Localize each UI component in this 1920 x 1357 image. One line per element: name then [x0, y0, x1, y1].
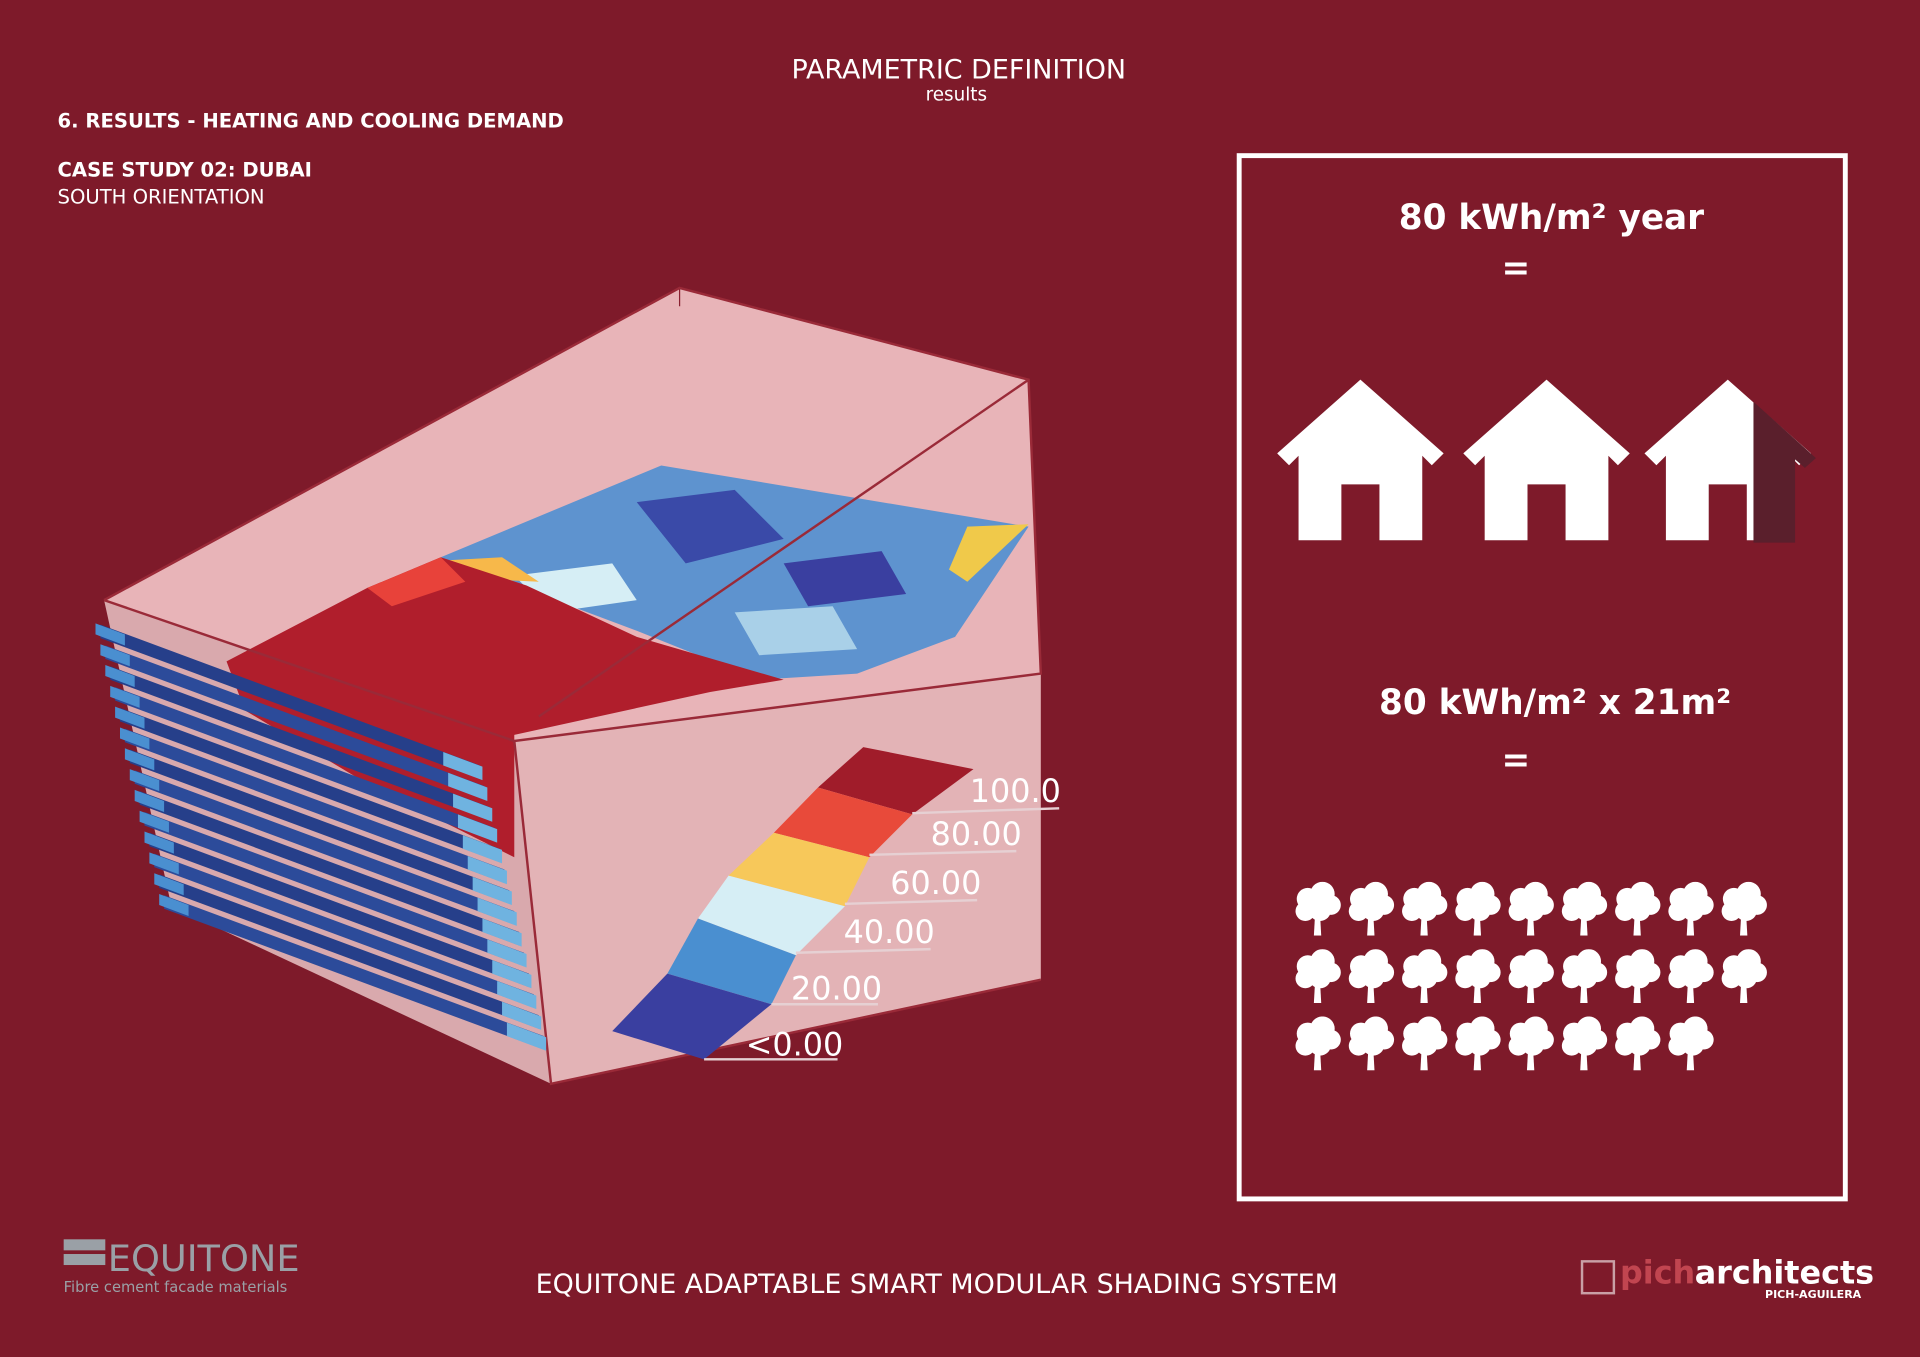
- edge: [513, 740, 1042, 1086]
- louver-tip: [467, 856, 507, 885]
- louver-tip: [482, 918, 522, 947]
- house-partial: [1753, 401, 1816, 543]
- logo-text: pich: [1620, 1253, 1695, 1291]
- logo-text: architects: [1695, 1253, 1874, 1291]
- legend-swatch: [773, 787, 913, 858]
- louver-tip: [462, 835, 503, 864]
- logo-tagline: Fibre cement facade materials: [64, 1279, 288, 1296]
- equals-sign: =: [1502, 248, 1531, 288]
- panel-frame: [1236, 153, 1848, 1202]
- legend-swatch: [697, 875, 845, 956]
- legend-swatch: [728, 832, 870, 907]
- louver-tip: [120, 727, 150, 750]
- louver: [159, 874, 539, 1029]
- louver-tip: [115, 706, 145, 729]
- surface-cell: [734, 606, 858, 656]
- legend-label: 40.00: [844, 913, 935, 951]
- page-title: PARAMETRIC DEFINITION: [791, 55, 1126, 86]
- legend-labels: 100.00 80.00 60.00 40.00 20.00 <0.00: [746, 772, 1081, 1064]
- louver-tip: [149, 852, 179, 875]
- surface-cell: [434, 557, 539, 582]
- edge: [103, 286, 1043, 743]
- louver-tip: [134, 789, 165, 812]
- louver: [154, 853, 534, 1008]
- legend-underlines: [704, 807, 1060, 1061]
- surface-cell: [783, 551, 907, 607]
- legend-label: 60.00: [890, 864, 981, 902]
- louver-tip: [144, 831, 174, 854]
- louver-tip: [492, 960, 532, 989]
- louver-tip: [487, 939, 527, 968]
- legend-swatch: [612, 973, 772, 1060]
- orientation: SOUTH ORIENTATION: [58, 185, 265, 208]
- louver-tip: [110, 685, 140, 708]
- page-subtitle: results: [926, 85, 988, 106]
- logo-text: EQUITONE: [108, 1237, 300, 1280]
- tree-grid: [1295, 881, 1767, 1071]
- louver: [110, 666, 490, 821]
- legend-label: 100.00: [970, 772, 1081, 810]
- louver-tip: [100, 644, 130, 667]
- louver-tip: [159, 894, 189, 917]
- louver: [134, 770, 515, 925]
- legend-label: <0.00: [746, 1026, 844, 1064]
- louver-tip: [105, 665, 135, 688]
- louver-tip: [502, 1001, 542, 1030]
- logo-bar: [63, 1254, 106, 1266]
- equals-sign: =: [1502, 741, 1531, 781]
- logo-mark: [1580, 1260, 1616, 1295]
- louver: [100, 624, 480, 779]
- louver: [124, 728, 505, 883]
- louver: [149, 832, 529, 988]
- case-study: CASE STUDY 02: DUBAI: [58, 158, 312, 181]
- legend-swatch: [667, 918, 796, 1005]
- legend-swatch: [817, 747, 974, 815]
- legend-label: 80.00: [931, 815, 1022, 853]
- footer-title: EQUITONE ADAPTABLE SMART MODULAR SHADING…: [536, 1269, 1338, 1300]
- louver-tip: [506, 1022, 547, 1051]
- louver: [139, 791, 520, 946]
- louver-tip: [457, 814, 498, 843]
- louver-tip: [129, 769, 160, 792]
- louver-tip: [95, 623, 125, 646]
- louver-tip: [497, 980, 537, 1010]
- louver-tip: [139, 810, 169, 833]
- louver-tip: [154, 873, 184, 896]
- louvers: [95, 623, 547, 1051]
- louver: [115, 687, 495, 842]
- section-title: 6. RESULTS - HEATING AND COOLING DEMAND: [58, 109, 564, 132]
- louver-tip: [443, 751, 483, 781]
- louver-tip: [472, 876, 512, 906]
- logo-tagline: PICH-AGUILERA: [1765, 1288, 1862, 1301]
- surface-cell: [948, 524, 1029, 582]
- surface-cell: [636, 489, 784, 564]
- louver-tip: [448, 772, 488, 801]
- louver-tip: [453, 793, 493, 822]
- surface-cell: [367, 557, 466, 607]
- surface-blue: [440, 465, 1029, 680]
- louver-tip: [124, 748, 155, 771]
- energy-text: 80 kWh/m² year: [1399, 198, 1704, 238]
- louver: [105, 645, 485, 800]
- logo-left: EQUITONE Fibre cement facade materials: [63, 1237, 300, 1296]
- color-legend: 100.00 80.00 60.00 40.00 20.00 <0.00: [612, 747, 1081, 1064]
- legend-label: 20.00: [791, 969, 882, 1007]
- total-text: 80 kWh/m² x 21m²: [1379, 683, 1731, 723]
- louver: [164, 895, 544, 1050]
- logo-bar: [63, 1239, 106, 1251]
- louver: [129, 749, 510, 904]
- edge: [538, 378, 1030, 718]
- louver: [120, 707, 500, 863]
- logo-right: pich architects PICH-AGUILERA: [1580, 1253, 1874, 1301]
- louver: [144, 811, 525, 967]
- louver-tip: [477, 897, 517, 926]
